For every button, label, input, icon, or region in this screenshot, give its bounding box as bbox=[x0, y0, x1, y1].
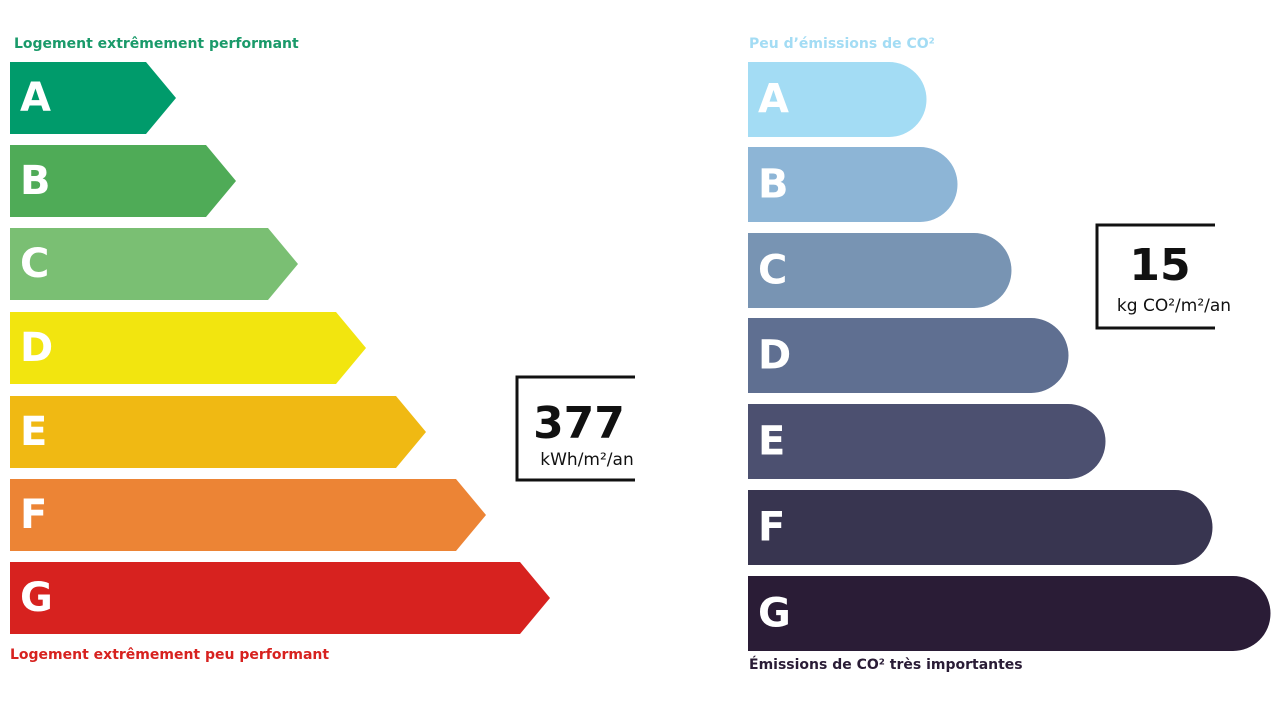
energy-class-bar bbox=[10, 562, 550, 634]
energy-class-letter: G bbox=[20, 575, 53, 621]
energy-unit: kWh/m²/an bbox=[540, 450, 633, 470]
energy-class-letter: C bbox=[20, 241, 49, 287]
emissions-class-letter: G bbox=[758, 591, 791, 637]
emissions-class-bar bbox=[748, 404, 1106, 479]
energy-value-box bbox=[515, 375, 635, 482]
emissions-class-bar bbox=[748, 318, 1069, 393]
energy-class-letter: B bbox=[20, 158, 51, 204]
energy-class-letter: D bbox=[20, 325, 53, 371]
emissions-class-letter: A bbox=[758, 77, 789, 123]
energy-top-label: Logement extrêmement performant bbox=[14, 36, 299, 52]
emissions-class-letter: E bbox=[758, 419, 785, 465]
emissions-value: 15 bbox=[1129, 240, 1190, 291]
energy-class-bar bbox=[10, 479, 486, 551]
emissions-class-bar bbox=[748, 490, 1213, 565]
energy-value: 377 bbox=[533, 398, 625, 449]
energy-class-bar bbox=[10, 145, 236, 217]
emissions-class-bar bbox=[748, 576, 1271, 651]
energy-class-bar bbox=[10, 312, 366, 384]
emissions-class-bar bbox=[748, 233, 1012, 308]
emissions-class-letter: D bbox=[758, 333, 791, 379]
emissions-class-letter: F bbox=[758, 505, 785, 551]
energy-bottom-label: Logement extrêmement peu performant bbox=[10, 647, 329, 663]
emissions-class-letter: C bbox=[758, 248, 787, 294]
emissions-value-box bbox=[1095, 223, 1215, 330]
energy-class-letter: A bbox=[20, 75, 51, 121]
emissions-unit: kg CO²/m²/an bbox=[1117, 296, 1231, 316]
energy-class-letter: F bbox=[20, 492, 47, 538]
emissions-bottom-label: Émissions de CO² très importantes bbox=[749, 656, 1023, 673]
emissions-class-bar bbox=[748, 62, 927, 137]
emissions-class-letter: B bbox=[758, 162, 789, 208]
energy-class-bar bbox=[10, 228, 298, 300]
emissions-class-bar bbox=[748, 147, 958, 222]
energy-class-bar bbox=[10, 62, 176, 134]
energy-class-bar bbox=[10, 396, 426, 468]
energy-class-letter: E bbox=[20, 409, 47, 455]
emissions-top-label: Peu d’émissions de CO² bbox=[749, 36, 935, 52]
